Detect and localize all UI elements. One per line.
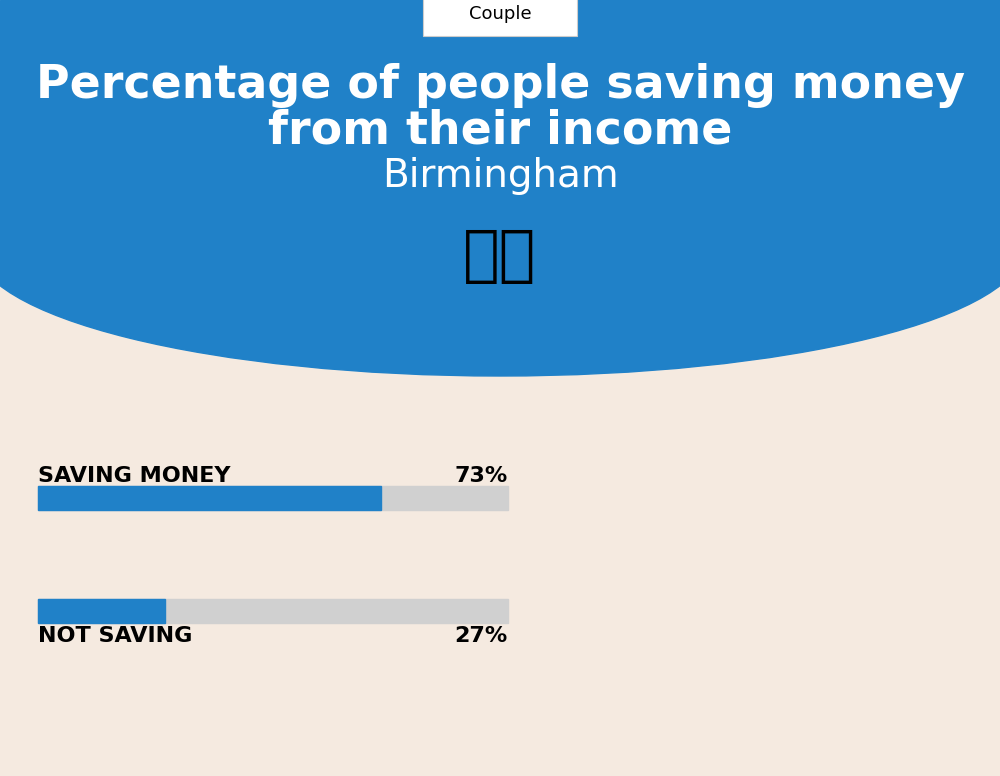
Bar: [38, 599, 165, 623]
Bar: [38, 486, 508, 510]
Text: NOT SAVING: NOT SAVING: [38, 626, 192, 646]
Bar: [38, 486, 381, 510]
FancyBboxPatch shape: [423, 0, 577, 36]
Ellipse shape: [0, 116, 1000, 376]
Text: Percentage of people saving money: Percentage of people saving money: [36, 64, 964, 109]
Text: SAVING MONEY: SAVING MONEY: [38, 466, 230, 486]
Text: 73%: 73%: [455, 466, 508, 486]
Text: from their income: from their income: [268, 109, 732, 154]
Bar: [38, 599, 508, 623]
Text: Couple: Couple: [469, 5, 531, 23]
Text: Birmingham: Birmingham: [382, 157, 618, 195]
Text: 27%: 27%: [455, 626, 508, 646]
Bar: [0, 0, 1000, 246]
Text: 🇬🇧: 🇬🇧: [463, 227, 537, 286]
